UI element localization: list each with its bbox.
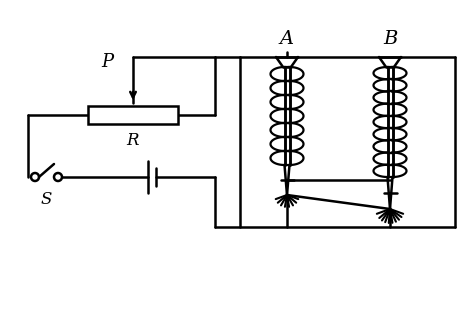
Text: R: R: [127, 132, 139, 149]
Text: A: A: [280, 30, 294, 48]
Bar: [88, 106, 178, 124]
Text: B: B: [383, 30, 397, 48]
Text: P: P: [101, 53, 113, 71]
Text: S: S: [40, 191, 52, 208]
